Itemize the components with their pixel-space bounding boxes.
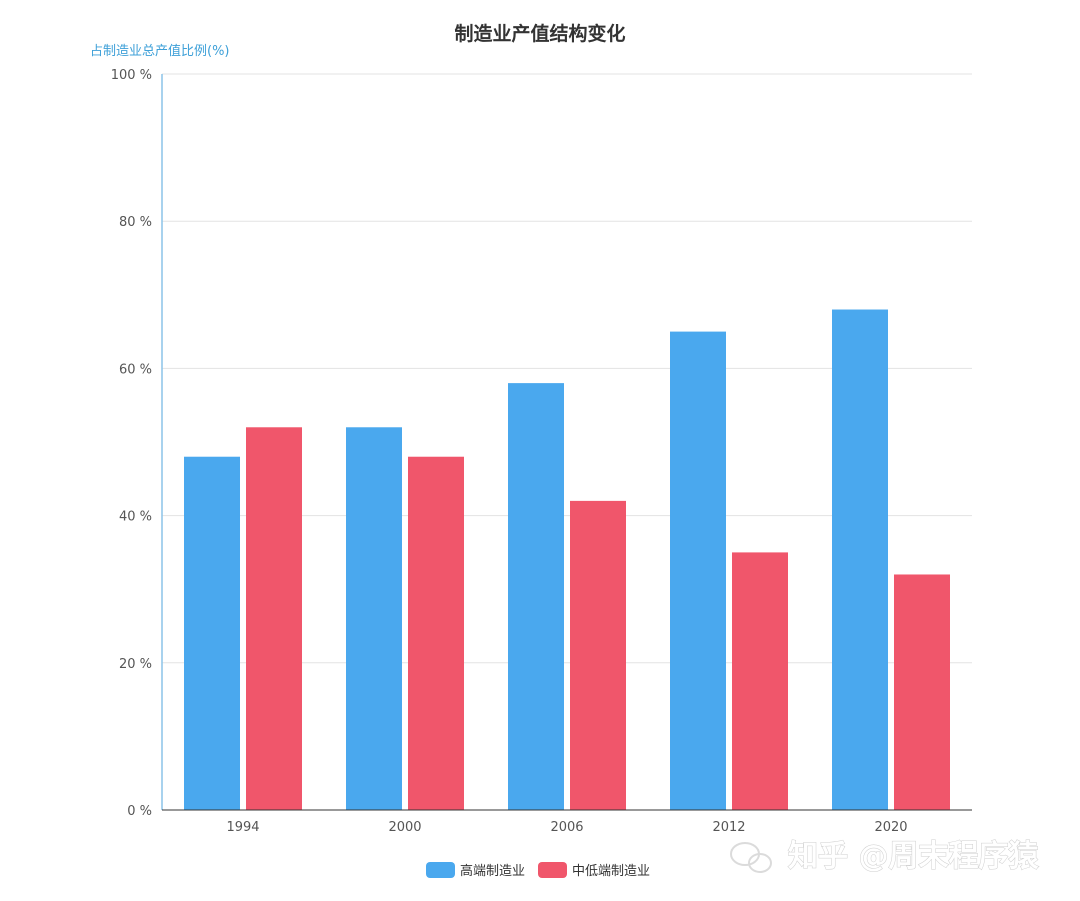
y-tick-label: 60 % — [119, 362, 152, 377]
y-tick-label: 40 % — [119, 510, 152, 525]
bar-2000-series-1[interactable] — [408, 456, 464, 810]
x-axis-ticks: 1994 2000 2006 2012 2020 — [226, 820, 907, 835]
x-tick-label: 1994 — [226, 820, 259, 835]
legend-swatch-0[interactable] — [426, 862, 455, 878]
bar-2012-series-0[interactable] — [670, 331, 726, 810]
axes — [161, 74, 972, 811]
legend-label-0[interactable]: 高端制造业 — [460, 863, 525, 879]
x-tick-label: 2020 — [874, 820, 907, 835]
x-tick-label: 2006 — [550, 820, 583, 835]
bar-2006-series-0[interactable] — [508, 383, 564, 810]
bar-2000-series-0[interactable] — [346, 427, 402, 810]
bar-2006-series-1[interactable] — [570, 500, 626, 810]
y-axis-title: 占制造业总产值比例(%) — [90, 43, 230, 59]
legend[interactable]: 高端制造业 中低端制造业 — [426, 862, 650, 879]
watermark: 知乎 @周末程序猿 — [730, 839, 1040, 875]
bar-2020-series-0[interactable] — [832, 309, 888, 810]
legend-label-1[interactable]: 中低端制造业 — [572, 864, 650, 879]
y-tick-label: 20 % — [119, 657, 152, 672]
wechat-icon — [730, 842, 772, 873]
y-tick-label: 80 % — [119, 215, 152, 230]
y-tick-label: 100 % — [111, 68, 152, 83]
x-tick-label: 2012 — [712, 820, 745, 835]
chart-title: 制造业产值结构变化 — [454, 22, 625, 45]
bar-2020-series-1[interactable] — [894, 574, 950, 810]
bar-1994-series-0[interactable] — [184, 456, 240, 810]
bar-2012-series-1[interactable] — [732, 552, 788, 810]
bar-1994-series-1[interactable] — [246, 427, 302, 810]
y-axis-ticks: 0 % 20 % 40 % 60 % 80 % 100 % — [111, 68, 152, 819]
watermark-text: 知乎 @周末程序猿 — [788, 839, 1039, 874]
x-tick-label: 2000 — [388, 820, 421, 835]
legend-swatch-1[interactable] — [538, 862, 567, 878]
bars — [184, 309, 950, 810]
y-tick-label: 0 % — [127, 804, 152, 819]
